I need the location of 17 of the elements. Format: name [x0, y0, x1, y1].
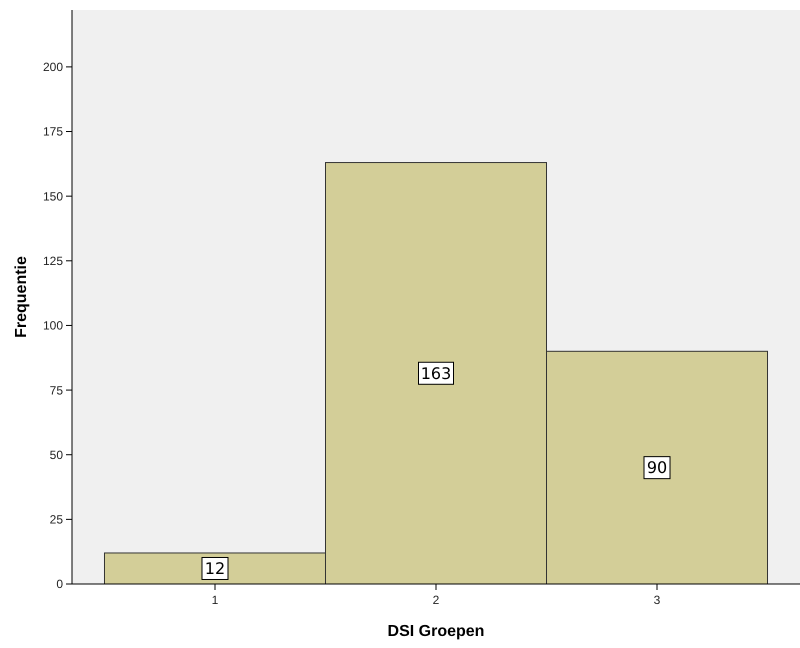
y-tick-label: 200: [42, 60, 64, 74]
data-label: 163: [420, 364, 452, 383]
data-label: 90: [646, 458, 668, 478]
y-tick-label: 50: [50, 448, 64, 462]
x-tick-label: 2: [432, 593, 440, 607]
y-tick-label: 175: [42, 124, 64, 139]
y-tick-label: 125: [42, 254, 64, 268]
y-tick-label: 25: [50, 512, 64, 527]
y-tick-label: 75: [50, 383, 64, 398]
y-tick-label: 100: [42, 318, 64, 333]
x-tick-label: 3: [654, 593, 661, 607]
x-tick-label: 1: [212, 593, 219, 607]
data-label: 12: [204, 559, 226, 578]
y-tick-label: 150: [42, 189, 64, 204]
y-axis-title: Frequentie: [13, 256, 30, 338]
x-axis-title: DSI Groepen: [388, 623, 484, 640]
y-tick-label: 0: [56, 577, 64, 592]
